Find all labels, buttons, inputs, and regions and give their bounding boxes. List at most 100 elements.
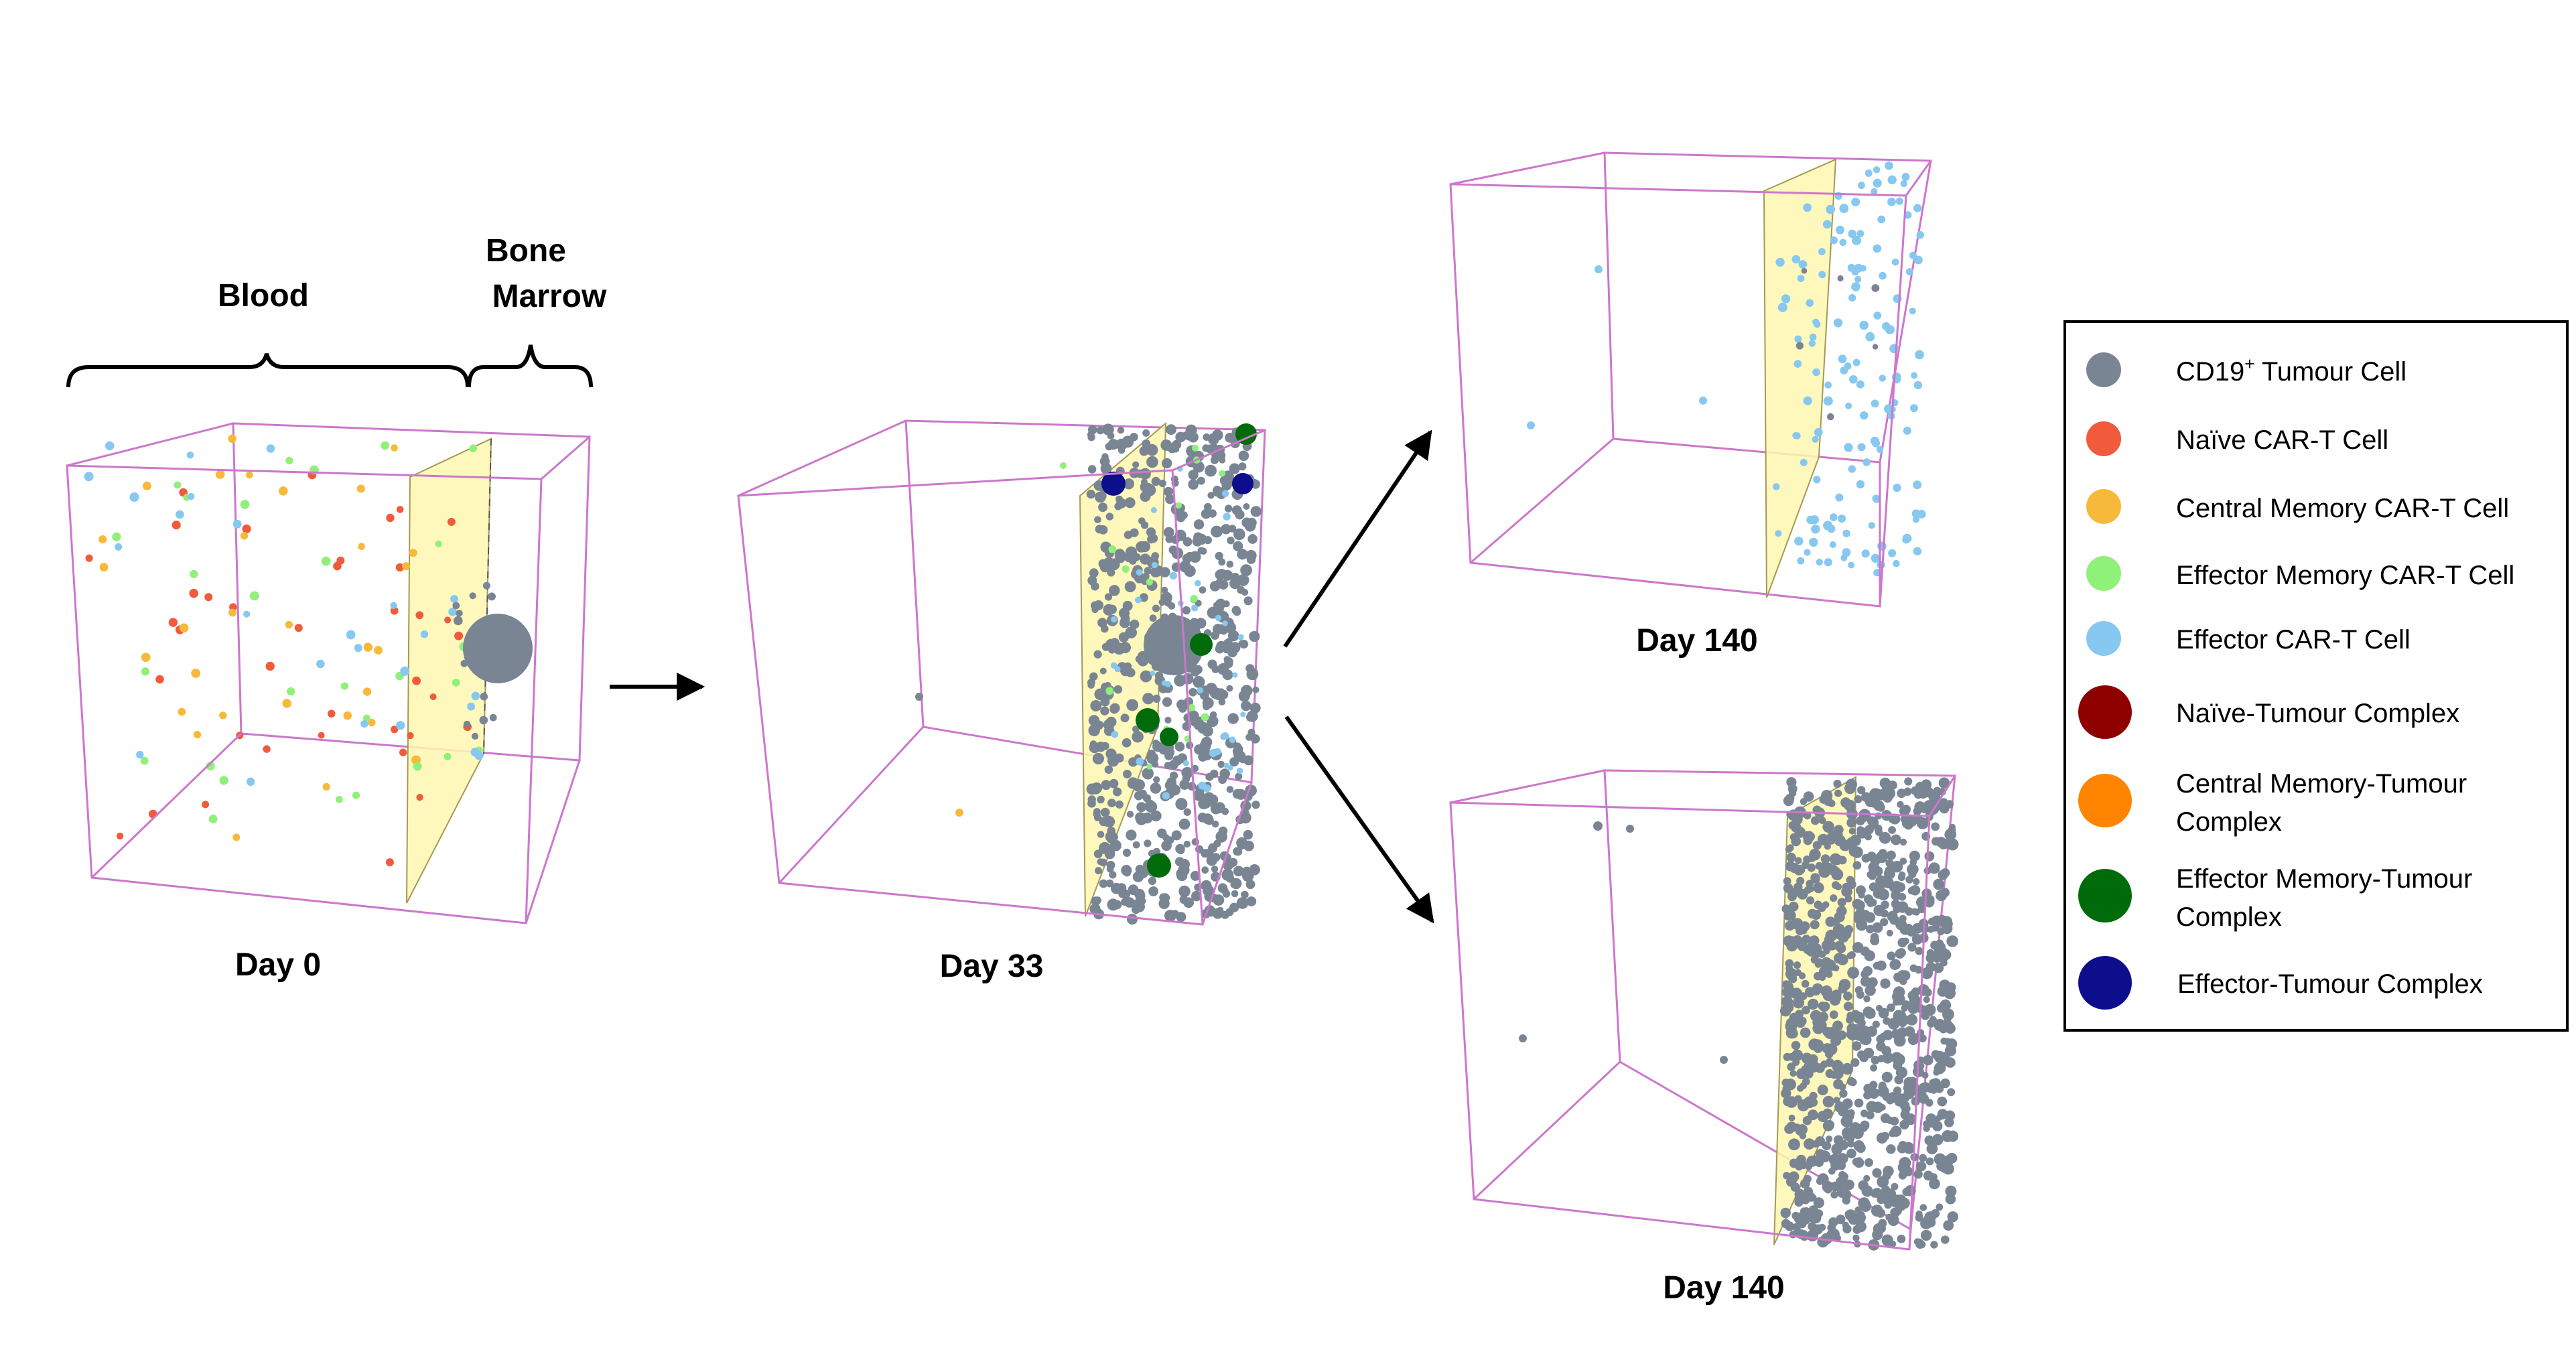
tumour-cell bbox=[1217, 760, 1225, 768]
tumour-cell bbox=[1246, 896, 1257, 906]
tumour-cell bbox=[1847, 967, 1860, 979]
tumour-cell bbox=[1897, 1235, 1906, 1243]
legend-label: Effector-Tumour Complex bbox=[2177, 969, 2483, 999]
tumour-cell bbox=[1898, 1018, 1907, 1028]
tumour-cell bbox=[1806, 1192, 1816, 1202]
effector-cart-cell bbox=[1885, 325, 1895, 335]
tumour-cell bbox=[1903, 1116, 1912, 1125]
tumour-cell bbox=[1226, 685, 1233, 692]
tumour-cell bbox=[1942, 1130, 1954, 1142]
central-memory-cart-cell bbox=[178, 707, 186, 716]
marrow-plane bbox=[1763, 158, 1837, 598]
tumour-cell bbox=[1100, 706, 1109, 716]
tumour-cell bbox=[1094, 688, 1106, 701]
tumour-cell bbox=[1201, 508, 1211, 519]
tumour-cell bbox=[1903, 1166, 1913, 1176]
effector-cart-cell bbox=[1209, 749, 1217, 758]
effector-cart-cell bbox=[1904, 211, 1912, 219]
effector-cart-cell bbox=[1182, 760, 1189, 766]
tumour-cell bbox=[1861, 853, 1871, 863]
tumour-cell bbox=[1227, 713, 1239, 724]
tumour-cell bbox=[1911, 1033, 1920, 1043]
tumour-cell bbox=[1088, 724, 1100, 737]
tumour-cell bbox=[1229, 463, 1240, 474]
effector-cart-cell bbox=[1879, 271, 1887, 280]
effector-cart-cell bbox=[1900, 180, 1907, 188]
tumour-cell bbox=[1222, 644, 1232, 654]
effector-cart-cell bbox=[1849, 375, 1858, 384]
tumour-cell bbox=[1824, 935, 1834, 945]
tumour-cell bbox=[1893, 1034, 1906, 1047]
tumour-mass bbox=[1144, 615, 1204, 675]
tumour-cell bbox=[1800, 1207, 1808, 1215]
legend-item: Effector CAR-T Cell bbox=[2086, 621, 2411, 656]
tumour-cell bbox=[1791, 836, 1802, 847]
effector-cart-cell bbox=[1891, 259, 1899, 266]
effector-cart-cell bbox=[1873, 166, 1881, 174]
tumour-cell bbox=[1881, 1071, 1893, 1083]
tumour-cell bbox=[1114, 550, 1127, 562]
tumour-cell bbox=[1879, 777, 1891, 789]
tumour-cell bbox=[1906, 1014, 1918, 1026]
tumour-cell bbox=[1249, 630, 1260, 642]
tumour-cell bbox=[454, 616, 463, 626]
tumour-cell bbox=[1808, 1223, 1816, 1231]
tumour-cell bbox=[1844, 1209, 1856, 1221]
tumour-cell bbox=[1096, 426, 1105, 435]
tumour-cell bbox=[1928, 790, 1941, 803]
tumour-cell bbox=[1151, 552, 1160, 560]
tumour-cell bbox=[1230, 573, 1240, 582]
central-memory-cart-cell bbox=[193, 731, 202, 739]
tumour-cell bbox=[1889, 1240, 1897, 1248]
effector-cart-cell bbox=[1151, 561, 1158, 569]
tumour-cell bbox=[1872, 1188, 1883, 1198]
tumour-cell bbox=[1193, 676, 1205, 688]
effector-cart-cell bbox=[1877, 541, 1887, 551]
tumour-cell bbox=[1820, 854, 1830, 864]
effector-cart-cell bbox=[1150, 506, 1157, 513]
tumour-cell bbox=[1873, 924, 1881, 933]
tumour-cell bbox=[1852, 861, 1862, 870]
naive-cart-cell bbox=[116, 832, 124, 840]
tumour-cell bbox=[1866, 1111, 1875, 1119]
tumour-mass bbox=[463, 614, 533, 683]
tumour-cell bbox=[1818, 1150, 1831, 1163]
tumour-cell bbox=[1813, 1197, 1824, 1209]
tumour-cell bbox=[1878, 1219, 1887, 1228]
tumour-cell bbox=[1107, 898, 1120, 911]
tumour-cell bbox=[1236, 897, 1249, 909]
tumour-cell bbox=[1927, 963, 1936, 971]
effector-cart-cell bbox=[1797, 275, 1805, 282]
tumour-cell bbox=[1936, 939, 1944, 948]
tumour-cell bbox=[1229, 902, 1239, 912]
effector-cart-cell bbox=[246, 777, 255, 786]
tumour-cell bbox=[1104, 593, 1113, 601]
tumour-cell bbox=[1897, 937, 1907, 948]
tumour-cell bbox=[1229, 757, 1239, 767]
tumour-cell bbox=[1842, 1221, 1850, 1229]
tumour-cell bbox=[1794, 1188, 1806, 1200]
effector-cart-cell bbox=[1215, 614, 1222, 622]
tumour-cell bbox=[1887, 1053, 1894, 1060]
tumour-cell bbox=[1788, 1114, 1795, 1121]
tumour-cell bbox=[1846, 837, 1856, 848]
legend-label: CD19 bbox=[2176, 357, 2244, 387]
effector-cart-cell bbox=[84, 472, 94, 482]
tumour-cell bbox=[1233, 866, 1244, 877]
tumour-cell bbox=[1176, 870, 1188, 882]
naive-cart-cell bbox=[429, 693, 437, 701]
tumour-cell bbox=[1899, 858, 1907, 865]
tumour-cell bbox=[1806, 1229, 1818, 1242]
effector-cart-cell bbox=[1824, 558, 1832, 567]
tumour-cell bbox=[1879, 832, 1891, 844]
tumour-cell bbox=[1899, 1100, 1910, 1111]
effector-cart-cell bbox=[1865, 332, 1875, 342]
tumour-cell bbox=[1107, 439, 1119, 450]
tumour-cell bbox=[1148, 876, 1156, 885]
effector-cart-cell bbox=[1839, 204, 1849, 213]
effector-memory-cart-cell bbox=[1108, 545, 1117, 553]
tumour-cell bbox=[1852, 942, 1864, 953]
effector-cart-cell bbox=[1913, 255, 1923, 265]
cell-dots bbox=[1527, 161, 1926, 577]
naive-cart-cell bbox=[202, 801, 210, 809]
